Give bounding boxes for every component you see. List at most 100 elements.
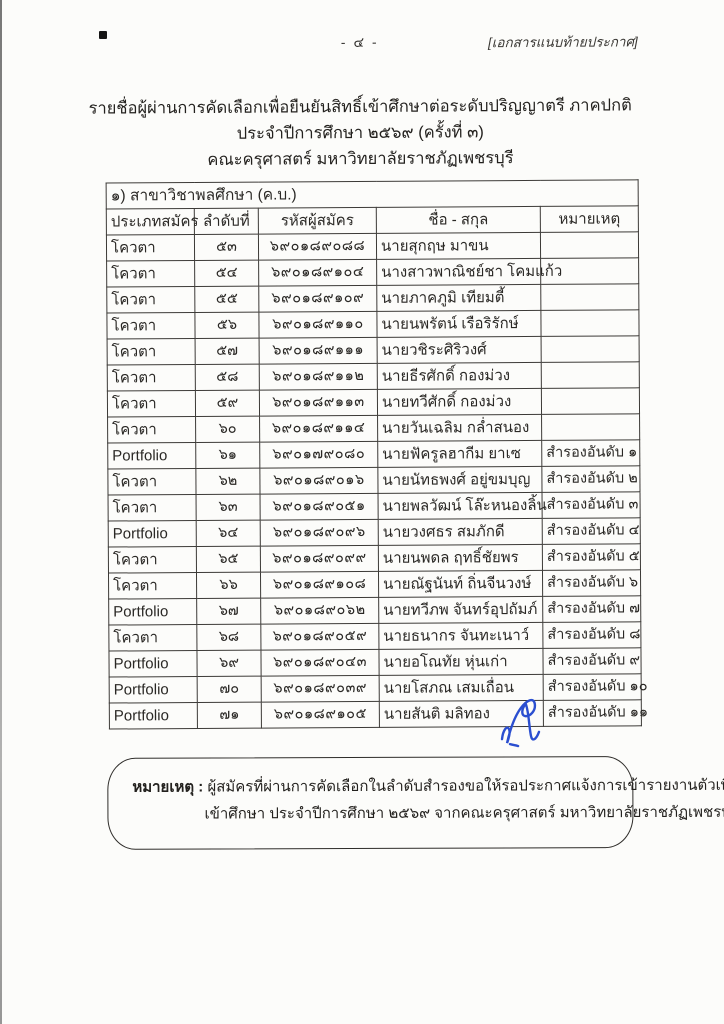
footer-note-line2: เข้าศึกษา ประจำปีการศึกษา ๒๕๖๙ จากคณะครุ… [204, 803, 724, 823]
row-applicant-code: ๖๙๐๑๘๙๑๑๑ [259, 337, 378, 365]
row-apply-type: โควตา [107, 416, 196, 444]
row-remark: สำรองอันดับ ๖ [542, 569, 641, 597]
row-order-no: ๖๖ [196, 572, 261, 599]
row-name: นายวันเฉลิม กล่ำสนอง [377, 414, 542, 442]
table-row: โควตา ๖๒ ๖๙๐๑๘๙๐๑๖ นายนัทธพงศ์ อยู่ขมบุญ… [107, 465, 641, 496]
row-name: นายณัฐนันท์ ถิ่นจีนวงษ์ [378, 570, 543, 598]
row-remark: สำรองอันดับ ๙ [542, 647, 642, 675]
row-apply-type: Portfolio [107, 442, 196, 470]
row-apply-type: โควตา [108, 572, 197, 600]
section-title: ๑) สาขาวิชาพลศึกษา (ค.บ.) [106, 179, 639, 210]
footer-note-text: หมายเหตุ : ผู้สมัครที่ผ่านการคัดเลือกในล… [132, 772, 724, 828]
row-name: นายนพรัตน์ เรือริรักษ์ [376, 310, 542, 338]
row-applicant-code: ๖๙๐๑๘๙๑๐๙ [258, 285, 377, 313]
row-remark: สำรองอันดับ ๑๑ [543, 699, 648, 727]
table-row: โควตา ๕๔ ๖๙๐๑๘๙๑๐๔ นางสาวพาณิชย์ชา โคมแก… [106, 257, 639, 288]
row-applicant-code: ๖๙๐๑๘๙๑๑๒ [259, 363, 378, 391]
row-remark: สำรองอันดับ ๔ [542, 517, 641, 545]
row-name: นางสาวพาณิชย์ชา โคมแก้ว [376, 258, 562, 286]
row-name: นายนพดล ฤทธิ์ชัยพร [378, 544, 543, 572]
row-remark [541, 361, 640, 389]
document-title: รายชื่อผู้ผ่านการคัดเลือกเพื่อยืนยันสิทธ… [38, 94, 682, 176]
scan-speck-artifact [99, 31, 107, 39]
col-header-order-no: ลำดับที่ [194, 208, 259, 235]
row-remark [541, 413, 640, 441]
row-remark: สำรองอันดับ ๑ [541, 439, 640, 467]
title-line-2: ประจำปีการศึกษา ๒๕๖๙ (ครั้งที่ ๓) [236, 123, 484, 143]
row-order-no: ๖๑ [195, 442, 260, 469]
row-apply-type: โควตา [107, 390, 196, 418]
table-row: Portfolio ๗๐ ๖๙๐๑๘๙๐๓๙ นายโสภณ เสมเถื่อน… [109, 673, 648, 704]
row-applicant-code: ๖๙๐๑๘๙๑๐๕ [261, 701, 380, 729]
row-name: นายวงศธร สมภักดี [378, 518, 543, 546]
row-apply-type: Portfolio [108, 650, 198, 678]
footer-note-line1: ผู้สมัครที่ผ่านการคัดเลือกในลำดับสำรองขอ… [207, 776, 724, 796]
table-row: โควตา ๕๓ ๖๙๐๑๘๙๐๘๘ นายสุกฤษ มาขน [106, 231, 639, 262]
row-apply-type: โควตา [108, 546, 197, 574]
row-name: นายธีรศักดิ์ กองม่วง [377, 362, 542, 390]
row-remark [540, 309, 640, 337]
row-apply-type: Portfolio [109, 702, 198, 730]
applicant-rows: โควตา ๕๓ ๖๙๐๑๘๙๐๘๘ นายสุกฤษ มาขน โควตา ๕… [106, 231, 648, 730]
row-name: นายสุกฤษ มาขน [376, 232, 541, 260]
row-applicant-code: ๖๙๐๑๘๙๐๘๘ [258, 233, 377, 261]
row-remark: สำรองอันดับ ๕ [542, 543, 641, 571]
table-row: โควตา ๕๗ ๖๙๐๑๘๙๑๑๑ นายวชิระศิริวงศ์ [107, 335, 640, 366]
attachment-corner-note: [เอกสารแนบท้ายประกาศ] [487, 34, 638, 51]
row-applicant-code: ๖๙๐๑๘๙๐๕๑ [260, 493, 379, 521]
row-applicant-code: ๖๙๐๑๘๙๑๐๔ [258, 259, 377, 287]
row-apply-type: โควตา [108, 494, 197, 522]
blue-ink-initials-mark [500, 698, 541, 748]
footer-note-label: หมายเหตุ : [132, 778, 204, 796]
applicant-table: ๑) สาขาวิชาพลศึกษา (ค.บ.) ประเภทสมัคร ลำ… [106, 179, 648, 730]
scan-edge-artifact [0, 0, 2, 1024]
row-order-no: ๗๐ [197, 676, 262, 703]
row-remark: สำรองอันดับ ๒ [541, 465, 641, 493]
row-apply-type: โควตา [106, 260, 195, 288]
col-header-apply-type: ประเภทสมัคร [106, 208, 199, 236]
row-applicant-code: ๖๙๐๑๘๙๐๖๒ [260, 597, 379, 625]
row-remark: สำรองอันดับ ๘ [542, 621, 641, 649]
row-apply-type: โควตา [107, 364, 196, 392]
row-apply-type: โควตา [107, 338, 196, 366]
table-row: โควตา ๖๐ ๖๙๐๑๘๙๑๑๔ นายวันเฉลิม กล่ำสนอง [107, 413, 640, 444]
table-row: Portfolio ๖๗ ๖๙๐๑๘๙๐๖๒ นายทวีภพ จันทร์อุ… [108, 595, 641, 626]
section-row: ๑) สาขาวิชาพลศึกษา (ค.บ.) [106, 179, 639, 210]
row-order-no: ๕๔ [194, 260, 259, 287]
row-remark: สำรองอันดับ ๑๐ [543, 673, 648, 701]
row-remark: สำรองอันดับ ๗ [542, 595, 641, 623]
row-applicant-code: ๖๙๐๑๗๙๐๘๐ [259, 441, 378, 469]
row-name: นายพลวัฒน์ โล๊ะหนองลิ้น [378, 492, 547, 520]
row-applicant-code: ๖๙๐๑๘๙๑๑๓ [259, 389, 378, 417]
row-applicant-code: ๖๙๐๑๘๙๐๙๖ [260, 519, 379, 547]
row-name: นายนัทธพงศ์ อยู่ขมบุญ [377, 466, 543, 494]
row-name: นายธนากร จันทะเนาว์ [378, 622, 543, 650]
col-header-applicant-code: รหัสผู้สมัคร [258, 207, 377, 235]
table-row: โควตา ๖๓ ๖๙๐๑๘๙๐๕๑ นายพลวัฒน์ โล๊ะหนองลิ… [108, 491, 641, 522]
row-applicant-code: ๖๙๐๑๘๙๐๙๙ [260, 545, 379, 573]
row-name: นายฟัครูลฮากีม ยาเซ [377, 440, 542, 468]
row-applicant-code: ๖๙๐๑๘๙๐๑๖ [259, 467, 379, 495]
row-name: นายอโณทัย หุ่นเก่า [378, 648, 544, 676]
table-row: Portfolio ๖๙ ๖๙๐๑๘๙๐๔๓ นายอโณทัย หุ่นเก่… [108, 647, 642, 678]
table-row: โควตา ๕๘ ๖๙๐๑๘๙๑๑๒ นายธีรศักดิ์ กองม่วง [107, 361, 640, 392]
table-row: Portfolio ๗๑ ๖๙๐๑๘๙๑๐๕ นายสันติ มลิทอง ส… [109, 699, 648, 730]
row-apply-type: โควตา [107, 468, 197, 496]
table-row: โควตา ๕๕ ๖๙๐๑๘๙๑๐๙ นายภาคภูมิ เทียมตี้ [106, 283, 639, 314]
col-header-remark: หมายเหตุ [540, 205, 639, 233]
row-order-no: ๖๙ [196, 650, 262, 677]
table-row: โควตา ๕๖ ๖๙๐๑๘๙๑๑๐ นายนพรัตน์ เรือริรักษ… [106, 309, 640, 340]
row-remark: สำรองอันดับ ๓ [542, 491, 641, 519]
row-applicant-code: ๖๙๐๑๘๙๐๓๙ [261, 675, 380, 703]
row-remark [540, 231, 639, 259]
row-order-no: ๖๗ [196, 598, 261, 625]
header-row: ประเภทสมัคร ลำดับที่ รหัสผู้สมัคร ชื่อ -… [106, 205, 639, 236]
title-line-3: คณะครุศาสตร์ มหาวิทยาลัยราชภัฏเพชรบุรี [207, 148, 514, 169]
row-apply-type: โควตา [108, 624, 197, 652]
row-apply-type: โควตา [106, 312, 196, 340]
row-order-no: ๕๓ [194, 234, 259, 261]
table-row: Portfolio ๖๔ ๖๙๐๑๘๙๐๙๖ นายวงศธร สมภักดี … [108, 517, 641, 548]
table-row: Portfolio ๖๑ ๖๙๐๑๗๙๐๘๐ นายฟัครูลฮากีม ยา… [107, 439, 640, 470]
row-remark [541, 387, 640, 415]
row-order-no: ๕๕ [194, 286, 259, 313]
